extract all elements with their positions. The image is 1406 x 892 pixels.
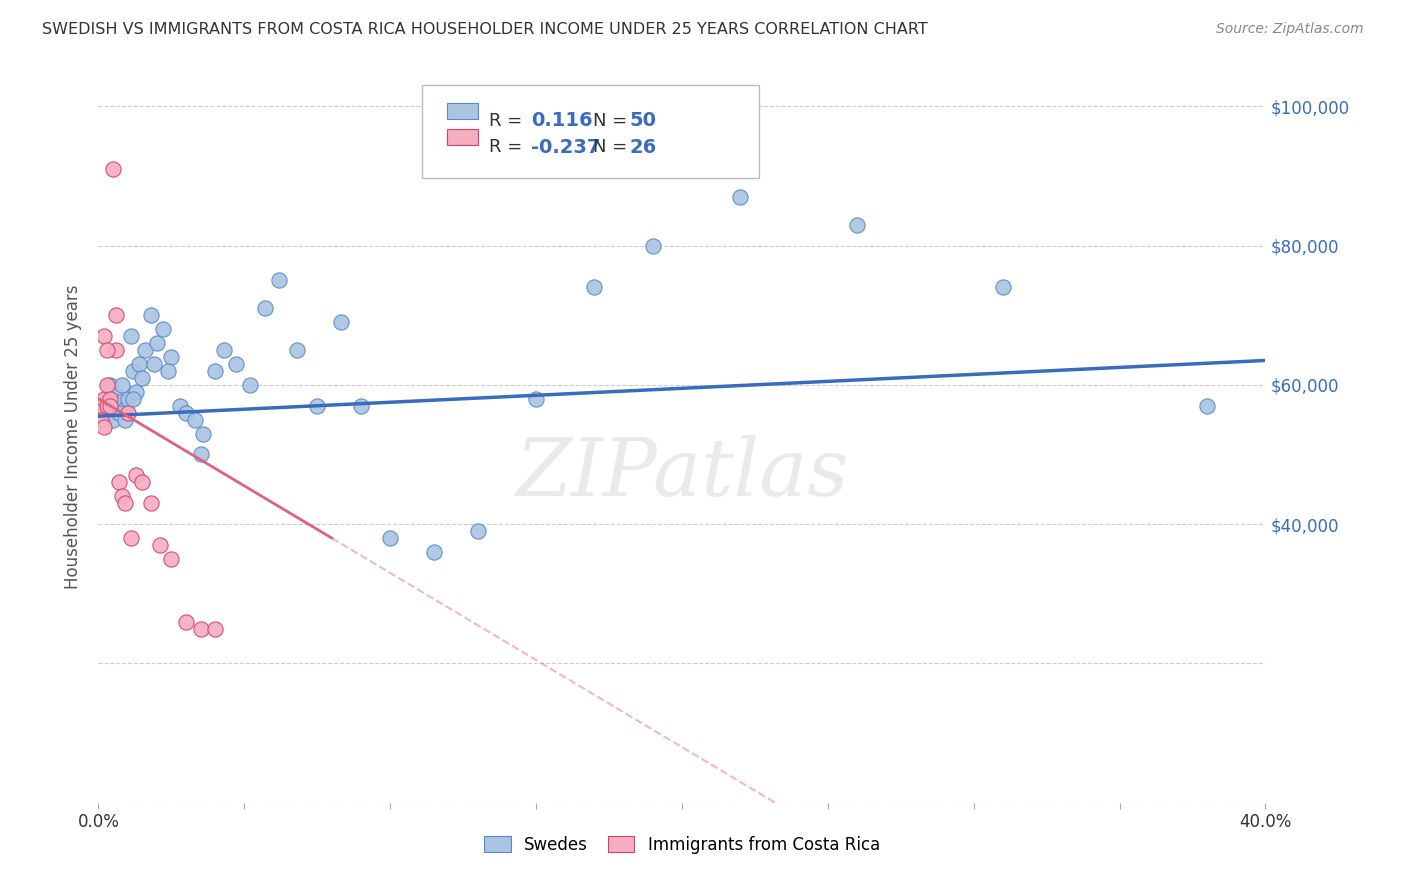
Point <box>114 412 136 426</box>
Point <box>583 280 606 294</box>
Point <box>128 357 150 371</box>
Point <box>152 322 174 336</box>
Point <box>146 336 169 351</box>
Point <box>111 489 134 503</box>
Point <box>104 343 127 357</box>
Point <box>117 392 139 406</box>
Y-axis label: Householder Income Under 25 years: Householder Income Under 25 years <box>65 285 83 590</box>
Point <box>174 406 197 420</box>
Point <box>104 308 127 322</box>
Point <box>114 496 136 510</box>
Point <box>253 301 276 316</box>
Point <box>111 377 134 392</box>
Point <box>125 384 148 399</box>
Point <box>467 524 489 538</box>
Point <box>93 419 115 434</box>
Point <box>101 406 124 420</box>
Legend: Swedes, Immigrants from Costa Rica: Swedes, Immigrants from Costa Rica <box>477 829 887 860</box>
Point <box>122 364 145 378</box>
Point <box>117 406 139 420</box>
Point <box>730 190 752 204</box>
Point <box>285 343 308 357</box>
Point <box>204 364 226 378</box>
Point <box>193 426 215 441</box>
Point <box>98 377 121 392</box>
Point <box>157 364 180 378</box>
Text: ZIPatlas: ZIPatlas <box>515 435 849 512</box>
Point <box>122 392 145 406</box>
Point <box>423 545 446 559</box>
Text: R =: R = <box>489 138 523 156</box>
Point <box>239 377 262 392</box>
Point <box>120 531 142 545</box>
Point <box>120 329 142 343</box>
Point <box>101 161 124 176</box>
Point <box>98 399 121 413</box>
Point <box>174 615 197 629</box>
Point <box>93 399 115 413</box>
Point <box>93 392 115 406</box>
Point <box>169 399 191 413</box>
Point <box>101 412 124 426</box>
Point <box>160 350 183 364</box>
Point <box>139 496 162 510</box>
Point <box>96 377 118 392</box>
Point <box>131 371 153 385</box>
Point <box>380 531 402 545</box>
Point <box>90 412 112 426</box>
Text: 0.116: 0.116 <box>531 112 593 130</box>
Point <box>139 308 162 322</box>
Point <box>329 315 352 329</box>
Point <box>142 357 165 371</box>
Point <box>1195 399 1218 413</box>
Text: 26: 26 <box>630 138 657 157</box>
Point <box>125 468 148 483</box>
Point <box>96 392 118 406</box>
Point <box>307 399 329 413</box>
Point <box>350 399 373 413</box>
Point <box>190 622 212 636</box>
Point <box>108 395 131 409</box>
Point <box>846 218 869 232</box>
Text: -0.237: -0.237 <box>531 138 600 157</box>
Point <box>134 343 156 357</box>
Point <box>98 392 121 406</box>
Point <box>108 406 131 420</box>
Text: 50: 50 <box>630 112 657 130</box>
Point <box>104 388 127 402</box>
Point <box>90 399 112 413</box>
Point <box>991 280 1014 294</box>
Point <box>225 357 247 371</box>
Point <box>160 552 183 566</box>
Text: Source: ZipAtlas.com: Source: ZipAtlas.com <box>1216 22 1364 37</box>
Point <box>149 538 172 552</box>
Text: N =: N = <box>593 112 627 129</box>
Point <box>183 412 205 426</box>
Point <box>96 343 118 357</box>
Point <box>108 475 131 490</box>
Point <box>269 273 291 287</box>
Text: R =: R = <box>489 112 523 129</box>
Point <box>190 448 212 462</box>
Point <box>131 475 153 490</box>
Point <box>96 399 118 413</box>
Point <box>524 392 547 406</box>
Point <box>641 238 664 252</box>
Point <box>204 622 226 636</box>
Point <box>114 402 136 417</box>
Point <box>93 329 115 343</box>
Text: N =: N = <box>593 138 627 156</box>
Point <box>212 343 235 357</box>
Text: SWEDISH VS IMMIGRANTS FROM COSTA RICA HOUSEHOLDER INCOME UNDER 25 YEARS CORRELAT: SWEDISH VS IMMIGRANTS FROM COSTA RICA HO… <box>42 22 928 37</box>
